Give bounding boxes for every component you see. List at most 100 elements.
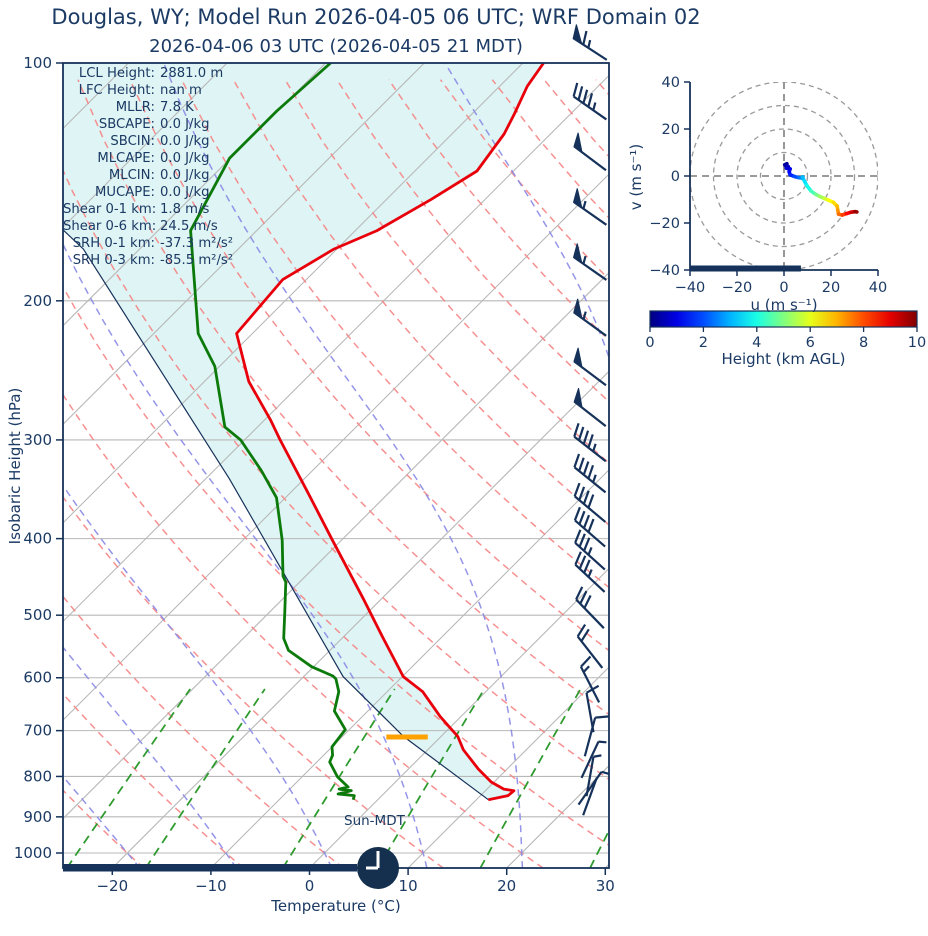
pressure-axis-label: Isobaric Height (hPa) [6,387,24,545]
dry-adiabat-line [63,393,544,868]
y-tick-label: 500 [23,606,52,624]
wind-barb-staff [574,563,606,593]
hodo-y-tick-label: 0 [671,169,680,185]
x-tick-label: 30 [596,877,615,895]
sun-clock-label: Sun-MDT [344,813,405,829]
wind-barb [572,24,608,61]
y-tick-label: 900 [23,808,52,826]
wind-barb-full [580,655,592,668]
dry-adiabat-line [77,79,609,716]
wind-barb-staff [579,666,601,703]
y-tick-label: 100 [23,54,52,72]
wind-barb [573,422,607,463]
wind-barb-staff [575,598,605,629]
x-tick-label: 20 [497,877,516,895]
stat-label: LCL Height: [78,66,155,81]
dry-adiabat-line [232,79,609,526]
wind-barb [572,82,608,121]
isotherm-line [506,764,609,868]
colorbar-tick-label: 6 [806,335,815,351]
stat-label: Shear 0-6 km: [63,219,157,234]
mixing-ratio-line [66,688,191,868]
wind-barb-full [578,533,586,548]
wind-barb-full [574,529,582,544]
page-title: Douglas, WY; Model Run 2026-04-05 06 UTC… [51,5,701,29]
hodo-x-tick-label: −20 [722,280,753,296]
hodograph-u-axis-label: u (m s⁻¹) [750,296,818,314]
wind-barb-full [577,426,585,441]
hodo-x-tick-label: 40 [869,280,887,296]
wind-barb [583,715,610,757]
wind-barb-half [601,770,610,775]
wind-barb-half [593,754,602,758]
wind-barb-full [578,457,585,472]
hodograph-range-ring [712,104,856,248]
sounding-stats-panel: LCL Height: 2881.0 m LFC Height: nan m MLLR:… [63,65,233,269]
wind-barb-full [576,624,587,638]
y-tick-label: 700 [23,722,52,740]
x-tick-label: −10 [195,877,227,895]
wind-barb-staff [580,741,600,779]
y-tick-label: 400 [23,530,52,548]
wind-barb [582,777,598,816]
valid-time-subtitle: 2026-04-06 03 UTC (2026-04-05 21 MDT) [149,36,523,57]
stat-label: MLCIN: [108,168,155,183]
dry-adiabat-line [63,285,609,847]
isotherm-line [111,370,609,868]
wind-barb [573,506,606,548]
wind-barb-full [582,430,590,445]
wind-barb [574,529,606,571]
isotherm-line [63,173,609,721]
stat-value: 0.0 J/kg [160,185,210,200]
wind-barb-staff [573,495,607,523]
hodo-y-tick-label: 40 [662,75,680,91]
wind-barb-pennant [573,188,583,209]
wind-barb [573,453,607,494]
wind-barb-full [595,715,610,719]
isotherm-line [210,469,609,868]
hodo-y-tick-label: 20 [662,122,680,138]
wind-barb-pennant [573,298,583,320]
wind-barb-half [582,311,587,320]
moist-adiabat-line [63,484,333,868]
stat-label: SRH 0-1 km: [72,236,155,251]
wind-barb-full [582,89,589,104]
hodograph-surface-bar [690,265,801,272]
stat-value: -85.5 m²/s² [160,253,234,268]
stat-value: 0.0 J/kg [160,168,210,183]
wind-barb-full [583,594,592,609]
stat-value: nan m [160,83,202,98]
wind-barb [573,132,607,172]
wind-barb-half [592,474,597,483]
hodo-x-tick-label: 20 [822,280,840,296]
wind-barb-pennant [573,347,583,369]
wind-barb-full [585,684,600,694]
wind-barb-staff [583,717,597,757]
height-colorbar [649,310,918,328]
stat-label: Shear 0-1 km: [63,202,157,217]
wind-barb-pennant [573,388,583,409]
stat-label: LFC Height: [78,83,155,98]
wind-barb-full [587,434,594,449]
dry-adiabat-line [180,79,609,589]
wind-barbs [572,24,610,816]
stat-value: 0.0 J/kg [160,151,210,166]
wind-barb-full [582,461,590,476]
x-tick-label: −20 [96,877,128,895]
isotherm-line [63,63,524,524]
isotherm-line [604,863,609,868]
wind-barb-staff [572,95,608,121]
wind-barb-full [578,555,587,570]
wind-barb-full [582,30,588,45]
isotherm-line [309,567,609,868]
dry-adiabat-line [543,79,609,158]
stat-value: 0.0 J/kg [160,134,210,149]
parcel-profile-line [63,228,489,801]
wind-barb-staff [573,435,607,463]
wind-barb-half [598,740,607,744]
wind-barb [573,482,607,523]
isotherm-line [407,666,609,868]
wind-barb-half [582,665,590,673]
wind-barb [574,551,606,593]
wind-barb-full [574,551,582,566]
